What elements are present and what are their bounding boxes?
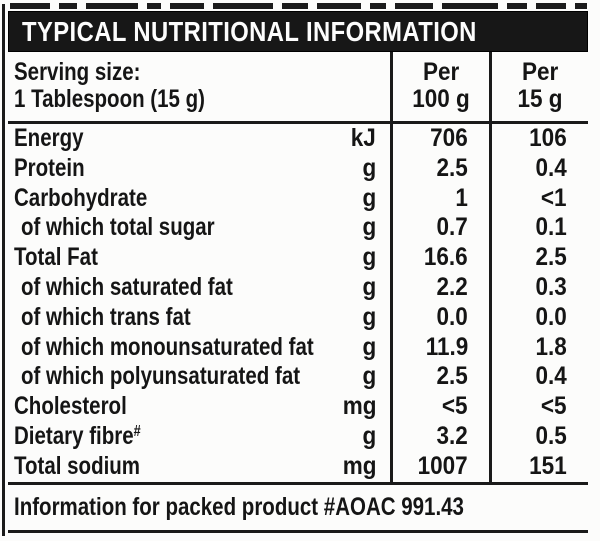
value-per-15g: <1: [541, 183, 567, 212]
nutrient-row-energy: Energy kJ 706 106: [8, 124, 588, 154]
column-header-per-100g: Per 100 g: [393, 52, 492, 121]
nutrient-row-protein: Protein g 2.5 0.4: [8, 153, 588, 184]
value-per-15g: 0.1: [535, 213, 567, 242]
value-per-100g: 2.5: [436, 362, 468, 391]
nutrient-row-dietary-fibre: Dietary fibre# g 3.2 0.5: [8, 421, 588, 455]
footnote-marker: #: [133, 423, 141, 441]
nutrient-label: Energy: [14, 124, 84, 152]
nutrient-label: of which polyunsaturated fat: [21, 362, 301, 391]
nutrient-row-total-fat: Total Fat g 16.6 2.5: [8, 243, 588, 273]
value-per-100g: 3.2: [436, 421, 468, 450]
value-per-15g: 2.5: [535, 243, 567, 272]
value-per-100g: 1: [455, 183, 468, 212]
footer-note: Information for packed product #AOAC 991…: [14, 492, 464, 521]
nutrient-unit: g: [362, 332, 376, 361]
nutrient-unit: g: [362, 213, 376, 242]
value-per-100g: 0.0: [436, 302, 468, 331]
table-title-bar: TYPICAL NUTRITIONAL INFORMATION: [8, 11, 588, 52]
nutrient-row-saturated-fat: of which saturated fat g 2.2 0.3: [8, 272, 588, 303]
serving-header-row: Serving size: 1 Tablespoon (15 g) Per 10…: [8, 52, 588, 124]
nutrient-row-cholesterol: Cholesterol mg <5 <5: [8, 392, 588, 422]
nutrient-row-total-sugar: of which total sugar g 0.7 0.1: [8, 213, 588, 244]
nutrient-unit: g: [362, 243, 376, 272]
column-header-per-15g: Per 15 g: [517, 58, 563, 113]
serving-size-value: 1 Tablespoon (15 g): [14, 85, 205, 113]
value-per-100g: 1007: [417, 451, 468, 480]
nutrient-label: Protein: [14, 153, 85, 182]
nutrition-table: Serving size: 1 Tablespoon (15 g) Per 10…: [8, 52, 588, 533]
nutrient-label: of which saturated fat: [21, 272, 233, 301]
nutrient-unit: g: [362, 421, 376, 450]
nutrient-row-carbohydrate: Carbohydrate g 1 <1: [8, 183, 588, 214]
nutrient-unit: g: [362, 153, 376, 182]
value-per-15g: 1.8: [535, 332, 567, 361]
nutrient-unit: g: [362, 183, 376, 212]
value-per-100g: 11.9: [425, 332, 468, 361]
value-per-15g: 0.5: [535, 421, 567, 450]
value-per-15g: 0.4: [535, 362, 567, 391]
nutrient-unit: mg: [342, 392, 376, 421]
value-per-15g: 0.3: [535, 272, 567, 301]
nutrient-row-monounsaturated-fat: of which monounsaturated fat g 11.9 1.8: [8, 332, 588, 363]
table-left-border: [2, 4, 5, 536]
nutrient-unit: mg: [342, 451, 376, 480]
serving-size-label: Serving size:: [14, 58, 141, 86]
nutrient-label: Cholesterol: [14, 392, 127, 421]
nutrient-label: of which monounsaturated fat: [21, 332, 314, 361]
value-per-100g: 2.2: [436, 272, 468, 301]
scan-cutoff-text-fragments: [10, 3, 587, 9]
value-per-15g: <5: [541, 392, 567, 421]
value-per-15g: 151: [529, 451, 567, 480]
nutrient-unit: g: [362, 362, 376, 391]
nutrient-label: of which trans fat: [21, 302, 191, 331]
nutrient-label: Total sodium: [14, 451, 141, 480]
table-title: TYPICAL NUTRITIONAL INFORMATION: [22, 15, 477, 47]
nutrient-label: of which total sugar: [21, 213, 215, 242]
nutrient-unit: g: [362, 302, 376, 331]
value-per-15g: 106: [529, 124, 567, 152]
value-per-15g: 0.4: [535, 153, 567, 182]
value-per-100g: 706: [430, 124, 468, 152]
nutrient-unit: g: [362, 272, 376, 301]
nutrient-row-trans-fat: of which trans fat g 0.0 0.0: [8, 302, 588, 333]
nutrient-row-total-sodium: Total sodium mg 1007 151: [8, 451, 588, 482]
value-per-100g: 0.7: [436, 213, 468, 242]
serving-size-cell: Serving size: 1 Tablespoon (15 g): [8, 52, 393, 121]
value-per-100g: <5: [442, 392, 468, 421]
value-per-15g: 0.0: [535, 302, 567, 331]
value-per-100g: 2.5: [436, 153, 468, 182]
nutrient-label: Total Fat: [14, 243, 98, 272]
nutrient-rows: Energy kJ 706 106 Protein g 2.5 0.4 Carb…: [8, 124, 588, 485]
nutrient-label: Dietary fibre#: [14, 421, 141, 450]
nutrient-unit: kJ: [350, 124, 376, 152]
value-per-100g: 16.6: [424, 243, 468, 272]
nutrient-label: Carbohydrate: [14, 183, 148, 212]
footer-note-row: Information for packed product #AOAC 991…: [8, 485, 588, 533]
nutrient-row-polyunsaturated-fat: of which polyunsaturated fat g 2.5 0.4: [8, 362, 588, 393]
